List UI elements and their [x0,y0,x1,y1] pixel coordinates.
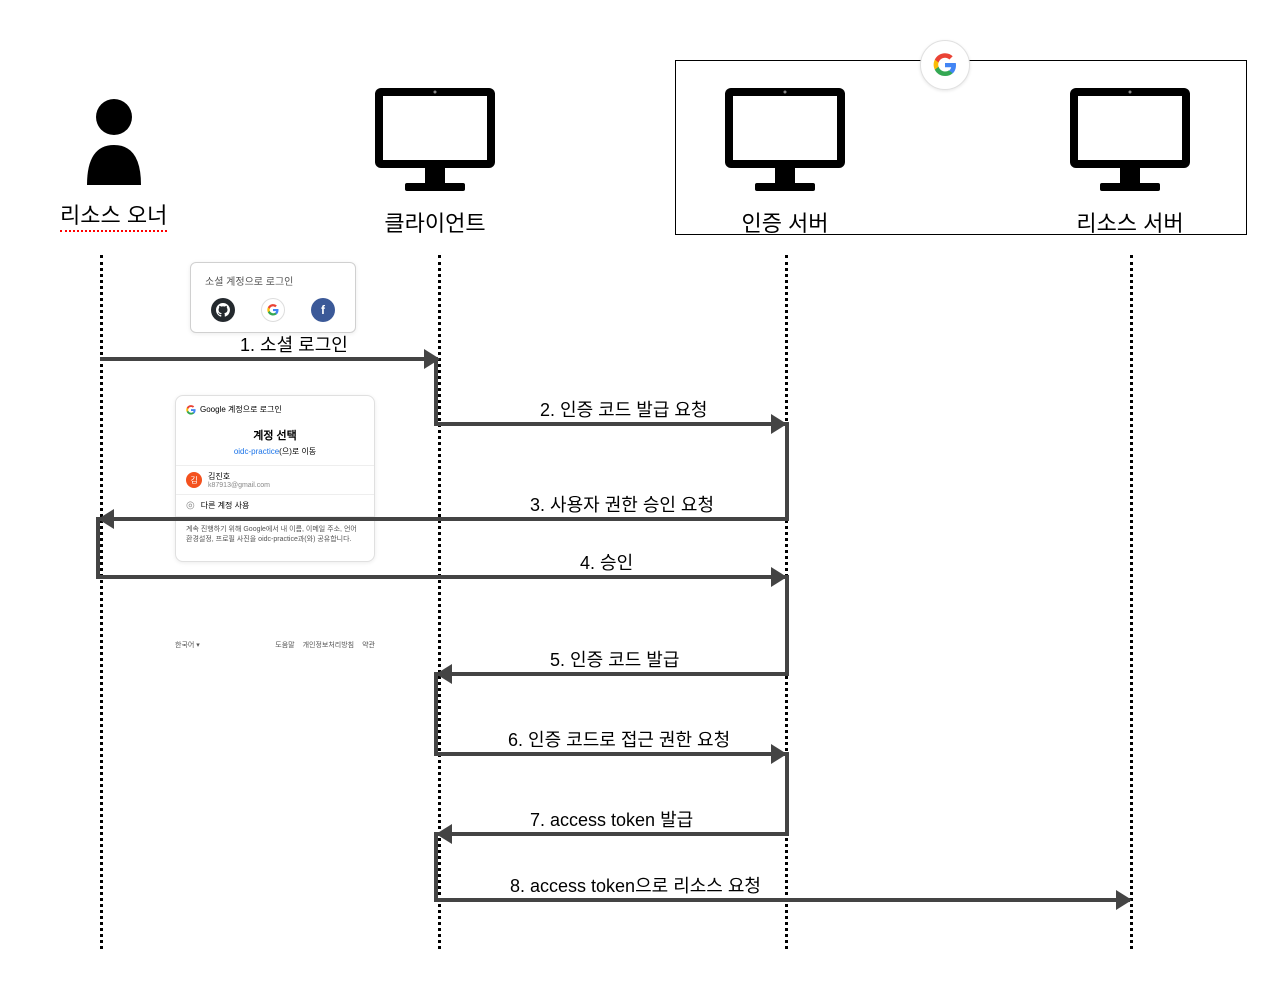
flow-arrow-3 [100,517,785,521]
flow-bracket-7 [785,752,789,836]
google-account-title: 계정 선택 [176,427,374,443]
google-account-footer: 한국어 ▾ 도움말 개인정보처리방침 약관 [175,640,375,650]
google-icon[interactable] [261,298,285,322]
flow-label-7: 7. access token 발급 [530,806,693,832]
google-account-header-text: Google 계정으로 로그인 [200,404,282,415]
privacy-link[interactable]: 개인정보처리방침 [303,640,355,650]
actor-label: 리소스 서버 [1076,206,1183,238]
actor-label: 인증 서버 [741,206,828,238]
flow-bracket-3 [785,422,789,521]
google-account-subtitle: oidc-practice(으)로 이동 [176,446,374,457]
other-account-row[interactable]: ◎ 다른 계정 사용 [176,494,374,517]
terms-link[interactable]: 약관 [362,640,375,650]
actor-label: 클라이언트 [384,206,485,238]
flow-label-3: 3. 사용자 권한 승인 요청 [530,491,714,517]
flow-label-2: 2. 인증 코드 발급 요청 [540,396,708,422]
flow-arrow-7 [438,832,785,836]
lang-selector[interactable]: 한국어 ▾ [175,640,200,650]
flow-bracket-6 [434,672,438,756]
flow-arrow-8 [438,898,1130,902]
avatar-icon: 김 [186,472,202,488]
google-consent-text: 계속 진행하기 위해 Google에서 내 이름, 이메일 주소, 언어 환경설… [176,517,374,553]
flow-bracket-2 [434,357,438,426]
person-add-icon: ◎ [186,500,195,511]
google-account-header: Google 계정으로 로그인 [176,404,374,421]
flow-label-8: 8. access token으로 리소스 요청 [510,872,761,898]
monitor-icon [1065,83,1195,198]
account-name: 김진호 [208,471,270,482]
flow-arrow-5 [438,672,785,676]
flow-arrow-4 [100,575,785,579]
person-icon [79,95,149,190]
help-link[interactable]: 도움말 [275,640,294,650]
other-account-text: 다른 계정 사용 [201,500,250,511]
flow-bracket-4 [96,517,100,579]
google-logo-badge [920,40,970,90]
oidc-link[interactable]: oidc-practice [234,447,279,456]
facebook-icon[interactable]: f [311,298,335,322]
google-account-card: Google 계정으로 로그인 계정 선택 oidc-practice(으)로 … [175,395,375,562]
flow-arrow-1 [100,357,438,361]
actor-resource-server: 리소스 서버 [1065,83,1195,238]
actor-auth-server: 인증 서버 [720,83,850,238]
lifeline-resource-server [1130,255,1133,949]
flow-label-6: 6. 인증 코드로 접근 권한 요청 [508,726,730,752]
social-icons-row: f [205,298,341,322]
account-email: k87913@gmail.com [208,482,270,489]
monitor-icon [370,83,500,198]
flow-label-1: 1. 소셜 로그인 [240,331,348,357]
actor-client: 클라이언트 [370,83,500,238]
flow-label-5: 5. 인증 코드 발급 [550,646,679,672]
social-login-title: 소셜 계정으로 로그인 [205,273,341,288]
github-icon[interactable] [211,298,235,322]
flow-bracket-8 [434,832,438,902]
flow-label-4: 4. 승인 [580,549,633,575]
social-login-card: 소셜 계정으로 로그인 f [190,262,356,333]
google-account-row[interactable]: 김 김진호 k87913@gmail.com [176,465,374,494]
actor-resource-owner: 리소스 오너 [60,95,167,230]
monitor-icon [720,83,850,198]
flow-arrow-6 [438,752,785,756]
flow-arrow-2 [438,422,785,426]
actor-label: 리소스 오너 [60,198,167,230]
flow-bracket-5 [785,575,789,676]
